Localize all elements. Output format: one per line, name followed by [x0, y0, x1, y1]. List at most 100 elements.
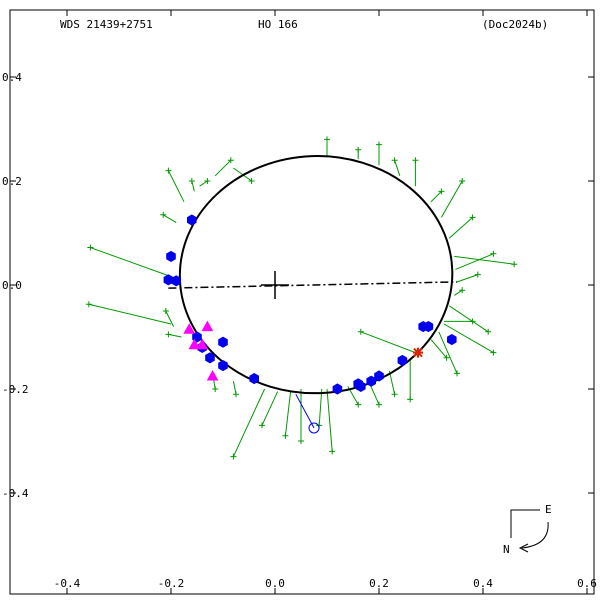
micrometric-point — [459, 178, 466, 184]
speckle-point — [192, 331, 202, 343]
other-point — [206, 369, 219, 381]
micrometric-point — [85, 301, 92, 308]
other-point — [188, 338, 201, 350]
micrometric-point — [160, 211, 167, 218]
micrometric-point — [162, 308, 169, 314]
x-tick-label: -0.2 — [158, 577, 185, 590]
compass-east-label: E — [545, 503, 552, 516]
micrometric-point — [438, 188, 445, 195]
plot-frame — [9, 9, 595, 595]
micrometric-point — [474, 271, 481, 278]
other-point — [196, 338, 209, 350]
micrometric-point — [485, 328, 492, 335]
compass: E N — [503, 503, 552, 556]
speckle-point — [374, 370, 384, 382]
micrometric-point — [391, 157, 398, 164]
speckle-point — [171, 275, 181, 287]
residual-line — [455, 253, 494, 270]
micrometric-point — [355, 146, 362, 153]
compass-arrow-head — [518, 543, 529, 553]
micrometric-point — [230, 453, 237, 460]
residual-line — [438, 331, 458, 374]
primary-star — [261, 271, 289, 299]
x-tick-label: 0.0 — [265, 577, 285, 590]
y-tick-label: 0.4 — [2, 71, 22, 84]
speckle-markers — [163, 214, 457, 395]
micrometric-point — [407, 396, 414, 403]
micrometric-point — [329, 448, 336, 455]
residual-line — [360, 331, 416, 354]
speckle-point — [218, 336, 228, 348]
micrometric-point — [511, 261, 518, 268]
residual-line — [165, 310, 175, 327]
speckle-point — [187, 214, 197, 226]
residual-line — [448, 217, 473, 239]
micrometric-point — [165, 167, 172, 174]
micrometric-point — [490, 349, 497, 356]
residual-line — [440, 180, 463, 218]
residual-line — [318, 388, 323, 426]
header-discoverer: HO 166 — [258, 18, 298, 31]
micrometric-point — [357, 328, 364, 335]
tick-labels: -0.4 -0.2 0.0 0.2 0.4 0.6 0.4 0.2 0.0 -0.2 -0.4 — [2, 71, 597, 590]
residual-line — [394, 160, 401, 176]
residual-line — [199, 180, 208, 187]
compass-east-arm — [510, 509, 540, 538]
micrometric-point — [469, 214, 476, 221]
micrometric-point — [212, 386, 219, 392]
other-point — [183, 323, 196, 334]
open-point-residual — [295, 393, 315, 429]
first-last-group — [413, 347, 423, 358]
residual-line — [430, 191, 442, 203]
micrometric-point — [324, 136, 330, 143]
residual-line — [261, 391, 279, 426]
residual-line — [167, 170, 185, 203]
micrometric-point — [459, 287, 466, 294]
x-tick-label: 0.6 — [577, 577, 597, 590]
residual-line — [88, 303, 172, 325]
micrometric-point — [391, 391, 398, 398]
residual-line — [430, 339, 447, 359]
compass-arrow-arc — [521, 521, 549, 549]
speckle-point — [249, 373, 259, 385]
micrometric-point — [376, 141, 382, 148]
speckle-point — [218, 360, 228, 372]
residual-line — [388, 370, 396, 395]
line-of-nodes-group — [168, 281, 458, 289]
other-point — [201, 320, 214, 332]
y-tick-label: -0.4 — [2, 487, 29, 500]
residual-line — [232, 388, 266, 457]
orbit-ellipse — [178, 155, 454, 395]
residual-line — [455, 274, 478, 283]
residual-line — [454, 255, 515, 265]
axis-ticks — [10, 10, 594, 594]
compass-north-label: N — [503, 543, 510, 556]
line-of-nodes — [168, 281, 458, 289]
micrometric-point — [282, 432, 289, 439]
micrometric-point — [443, 354, 450, 361]
y-tick-label: 0.2 — [2, 175, 22, 188]
micrometric-point — [227, 157, 234, 164]
micrometric-point — [204, 178, 211, 184]
residual-line — [454, 289, 463, 296]
micrometric-point — [469, 318, 476, 325]
residual-line — [214, 159, 232, 177]
residual-line — [284, 391, 292, 436]
speckle-point — [397, 354, 408, 366]
residual-line — [443, 323, 494, 354]
micrometric-point — [490, 250, 497, 257]
micrometric-point — [355, 401, 362, 408]
speckle-point — [447, 334, 457, 346]
x-tick-label: -0.4 — [54, 577, 81, 590]
open-point — [308, 422, 320, 434]
x-tick-label: 0.4 — [473, 577, 493, 590]
residual-line — [326, 388, 333, 452]
micrometric-point — [233, 391, 239, 398]
speckle-point — [356, 380, 366, 392]
primary-star-group — [261, 271, 289, 299]
open-point-group — [295, 393, 320, 434]
header-wds: WDS 21439+2751 — [60, 18, 153, 31]
residual-line — [90, 247, 169, 277]
micrometric-markers — [85, 136, 518, 460]
